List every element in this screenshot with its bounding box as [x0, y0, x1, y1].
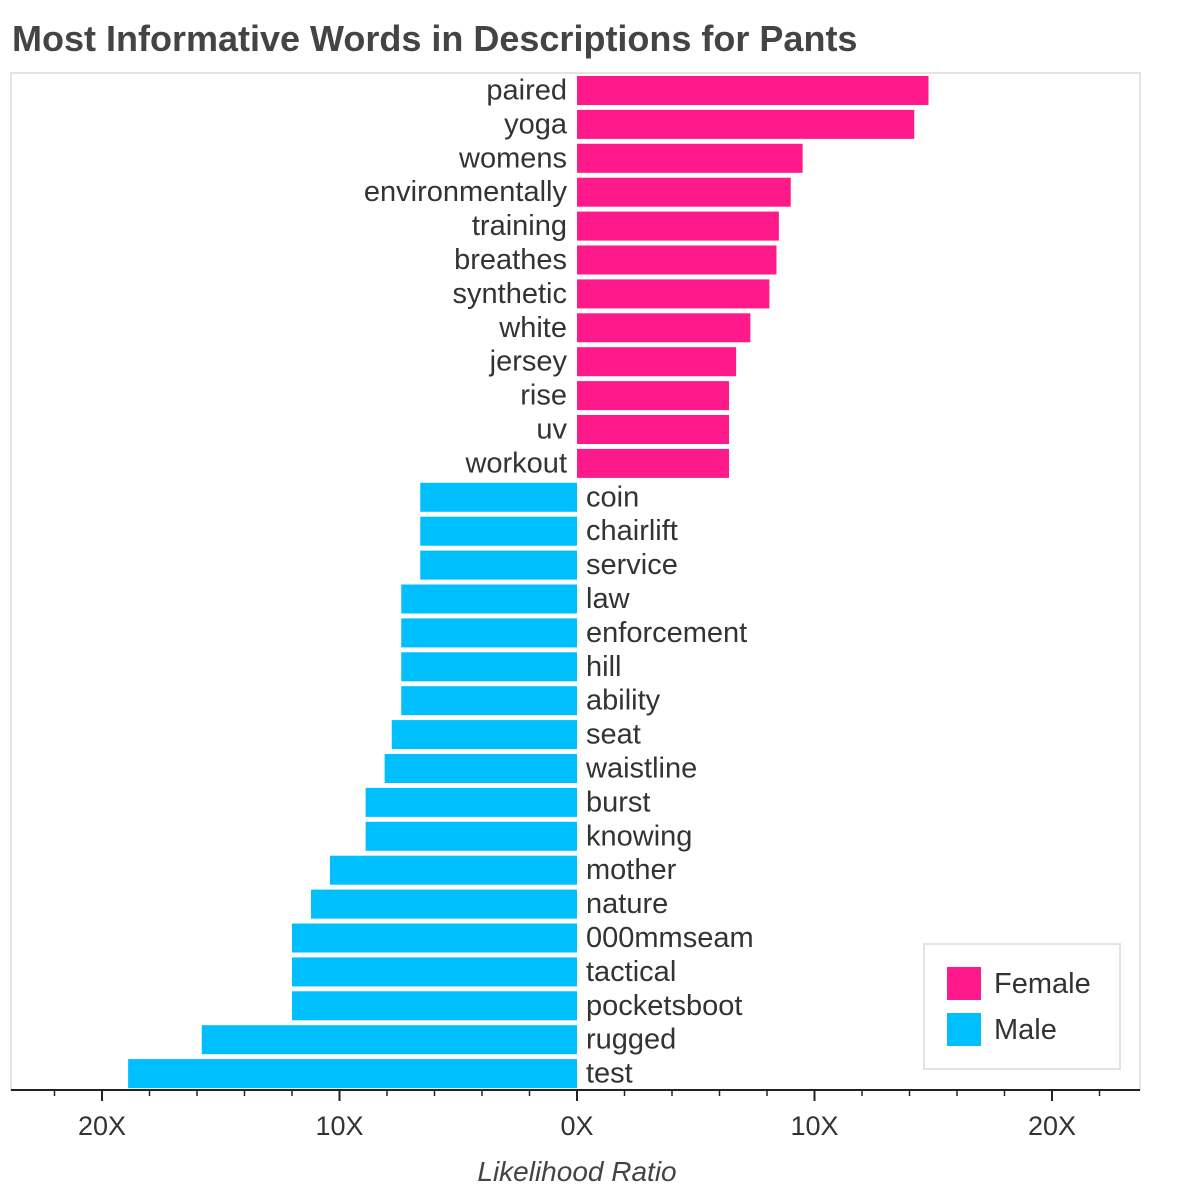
- word-label-womens: womens: [458, 142, 567, 174]
- legend: Female Male: [923, 943, 1121, 1070]
- x-axis-title: Likelihood Ratio: [477, 1156, 676, 1187]
- x-tick-label: 0X: [560, 1111, 593, 1141]
- x-tick-label: 20X: [78, 1111, 126, 1141]
- bar-enforcement: [401, 618, 577, 648]
- legend-label-female: Female: [994, 968, 1091, 1000]
- word-label-tactical: tactical: [586, 956, 676, 988]
- bar-synthetic: [577, 279, 770, 309]
- word-label-jersey: jersey: [489, 346, 568, 378]
- word-label-workout: workout: [464, 447, 567, 479]
- bar-nature: [311, 889, 577, 919]
- bar-mother: [330, 855, 577, 885]
- bar-ability: [401, 686, 577, 716]
- word-label-mother: mother: [586, 854, 677, 886]
- bar-rugged: [201, 1025, 577, 1055]
- bar-jersey: [577, 347, 737, 377]
- bar-law: [401, 584, 577, 614]
- word-label-coin: coin: [586, 481, 639, 513]
- legend-swatch-male: [947, 1013, 981, 1046]
- bars-layer: [128, 76, 929, 1089]
- x-tick-label: 10X: [790, 1111, 838, 1141]
- bar-chairlift: [420, 516, 577, 546]
- word-label-paired: paired: [486, 75, 567, 107]
- word-label-waistline: waistline: [585, 753, 697, 785]
- word-label-law: law: [586, 583, 631, 615]
- word-label-hill: hill: [586, 651, 621, 683]
- legend-box: [923, 943, 1121, 1070]
- chart-title: Most Informative Words in Descriptions f…: [12, 18, 858, 59]
- word-label-000mmseam: 000mmseam: [586, 922, 754, 954]
- bar-yoga: [577, 109, 915, 139]
- bar-womens: [577, 143, 803, 173]
- word-label-chairlift: chairlift: [586, 515, 678, 547]
- bar-waistline: [384, 754, 577, 783]
- word-label-yoga: yoga: [504, 108, 568, 140]
- bar-breathes: [577, 245, 777, 275]
- bar-knowing: [365, 821, 577, 851]
- word-label-synthetic: synthetic: [453, 278, 567, 310]
- bar-coin: [420, 482, 577, 512]
- word-label-environmentally: environmentally: [364, 176, 568, 208]
- bar-tactical: [292, 957, 577, 987]
- bar-environmentally: [577, 177, 791, 207]
- word-labels-layer: pairedyogawomensenvironmentallytrainingb…: [364, 75, 754, 1090]
- word-label-knowing: knowing: [586, 820, 692, 852]
- word-label-enforcement: enforcement: [586, 617, 747, 649]
- x-tick-label: 10X: [315, 1111, 363, 1141]
- word-label-burst: burst: [586, 786, 650, 818]
- bar-000mmseam: [292, 923, 577, 953]
- bar-hill: [401, 652, 577, 682]
- word-label-seat: seat: [586, 719, 641, 751]
- legend-label-male: Male: [994, 1014, 1057, 1046]
- word-label-training: training: [472, 210, 567, 242]
- bar-rise: [577, 381, 729, 411]
- x-tick-label: 20X: [1028, 1111, 1076, 1141]
- word-label-breathes: breathes: [454, 244, 567, 276]
- bar-pocketsboot: [292, 991, 577, 1021]
- legend-swatch-female: [947, 967, 981, 1000]
- bar-training: [577, 211, 779, 241]
- word-label-service: service: [586, 549, 678, 581]
- word-label-pocketsboot: pocketsboot: [586, 990, 742, 1022]
- bar-paired: [577, 76, 929, 105]
- bar-service: [420, 550, 577, 580]
- bar-burst: [365, 787, 577, 817]
- word-label-white: white: [498, 312, 567, 344]
- word-label-rugged: rugged: [586, 1024, 676, 1056]
- bar-uv: [577, 415, 729, 444]
- word-label-rise: rise: [520, 380, 567, 412]
- bar-test: [128, 1059, 577, 1089]
- bar-white: [577, 313, 751, 343]
- x-axis: 20X 10X 0X 10X 20X: [11, 1089, 1140, 1141]
- word-label-test: test: [586, 1058, 633, 1090]
- word-label-nature: nature: [586, 888, 668, 920]
- word-label-uv: uv: [536, 414, 567, 446]
- bar-workout: [577, 448, 729, 478]
- word-label-ability: ability: [586, 685, 661, 717]
- bar-seat: [391, 720, 577, 750]
